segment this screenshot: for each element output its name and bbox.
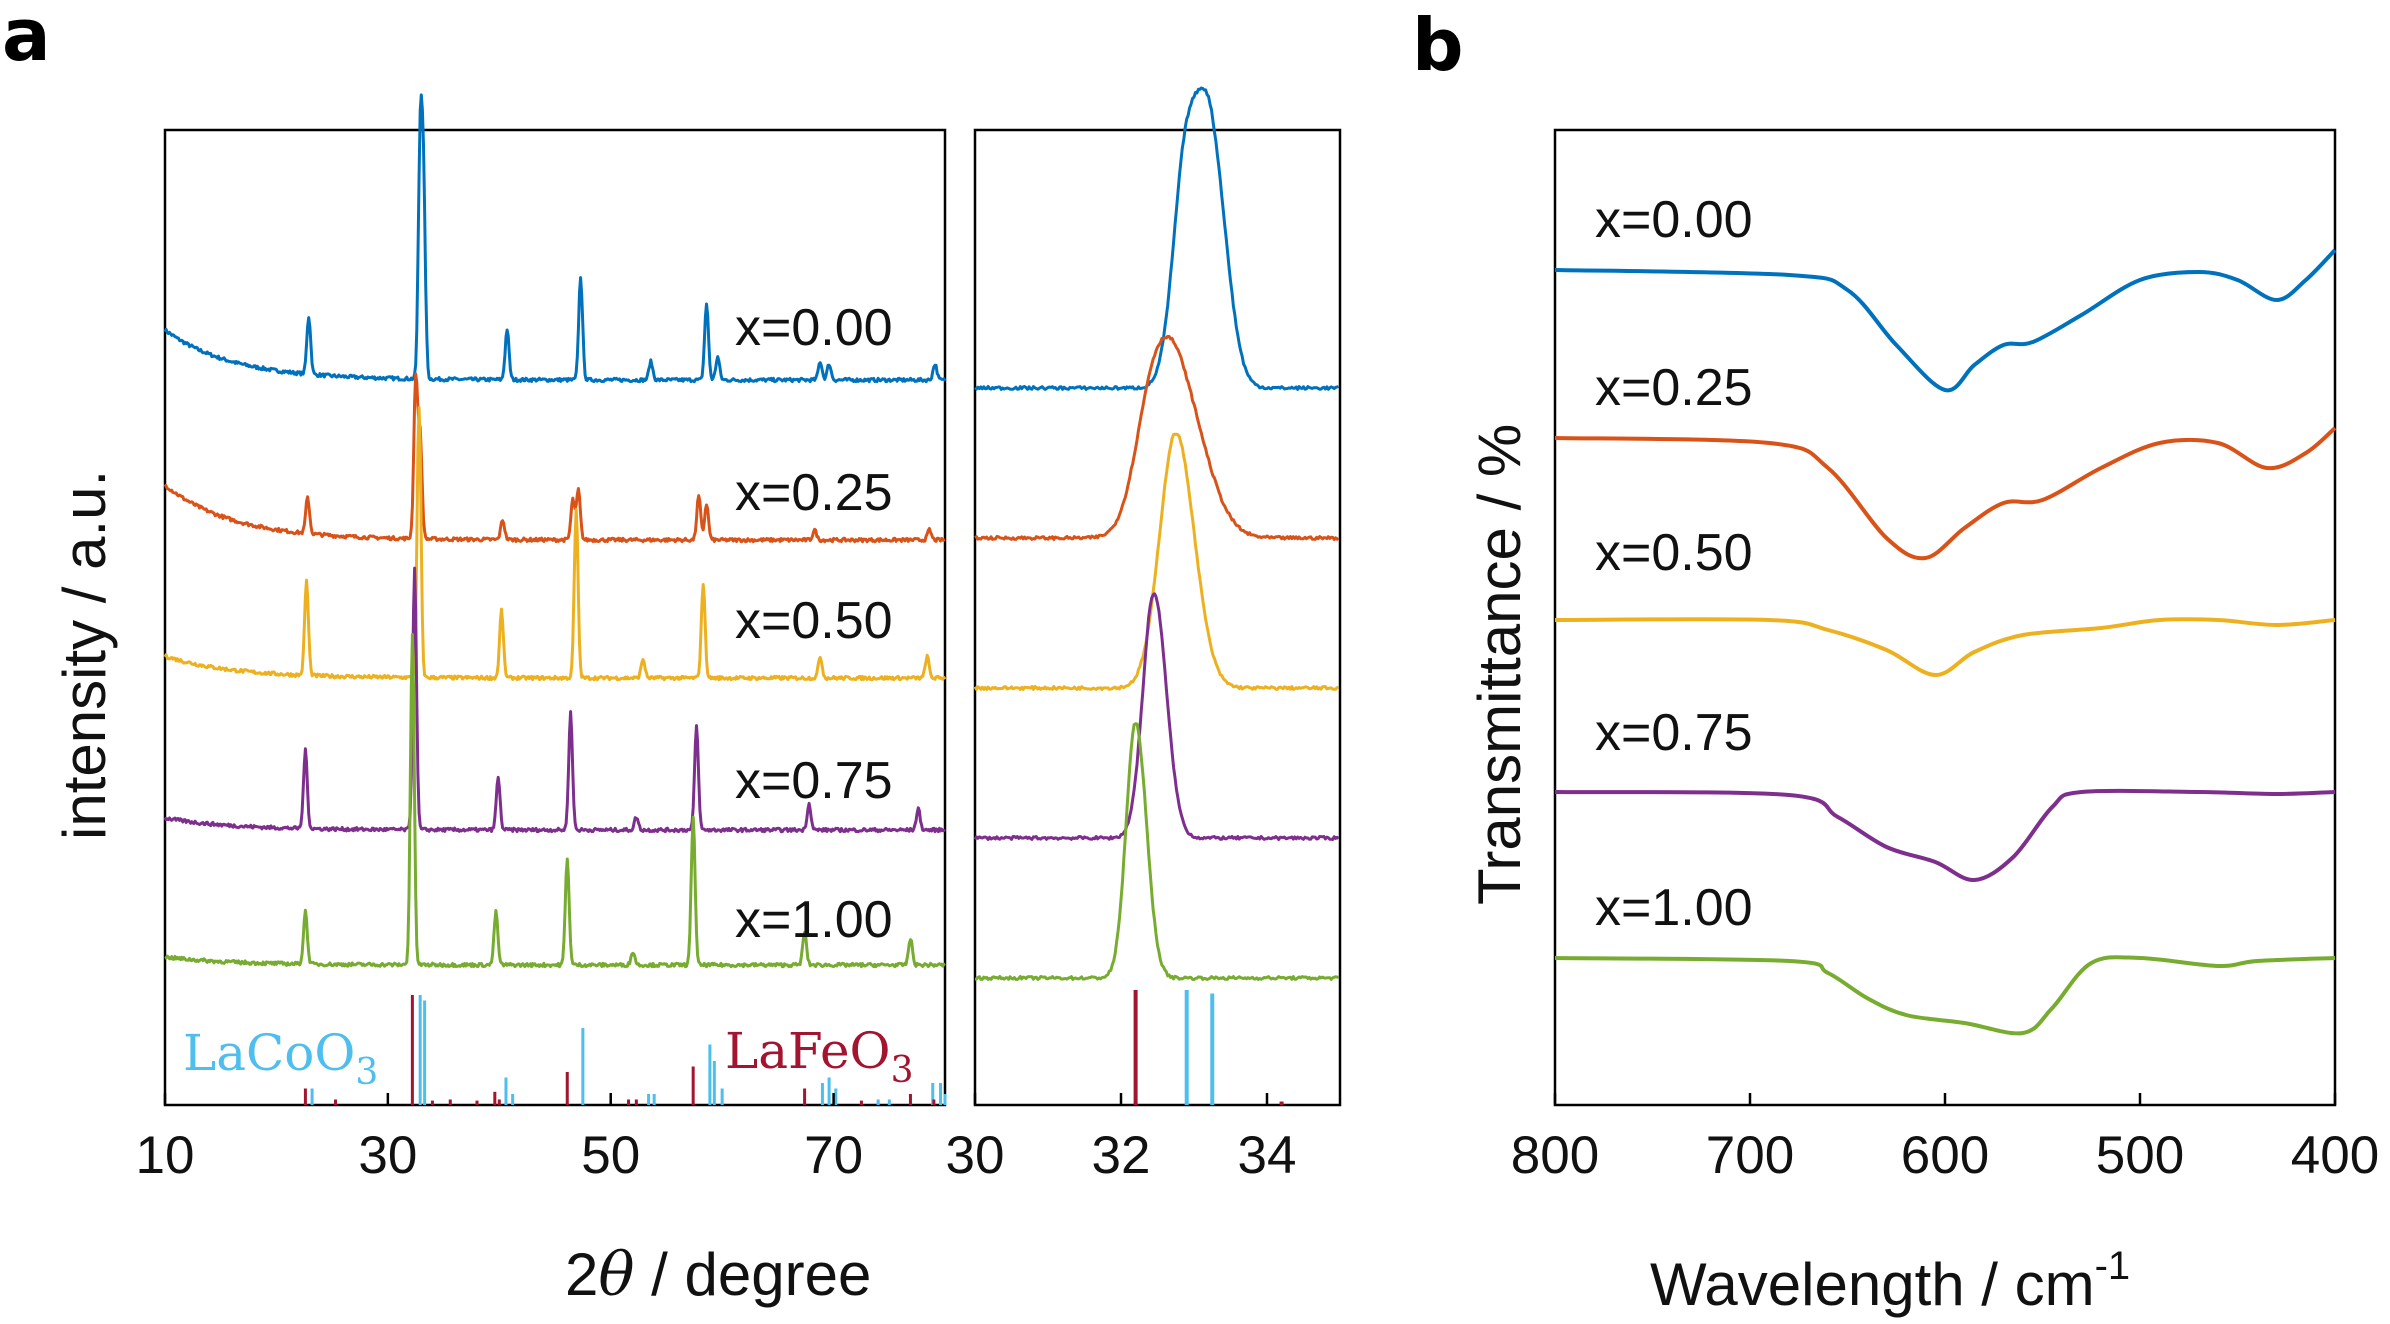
ftir-x-axis-label: Wavelength / cm-1 <box>1650 1244 2130 1318</box>
xrd-trace-x=0.75 <box>163 566 947 834</box>
xrd-main-series <box>163 93 947 969</box>
xrd-main-reference-lines <box>303 995 947 1105</box>
xrd-trace-x=0.50 <box>163 406 947 682</box>
ftir-label-x075: x=0.75 <box>1595 704 1753 762</box>
ftir-trace-x=0.25 <box>1554 426 2337 561</box>
ftir-y-axis-label: Transmittance / % <box>1466 424 1533 905</box>
xrd-main-plot: 10 30 50 70 x=0.00 x=0.25 x=0.50 x=0.75 x=1… <box>136 93 947 1185</box>
xrd-inset-trace-x=0.50 <box>973 432 1340 691</box>
ftir-xtick-label-700: 700 <box>1706 1126 1794 1185</box>
xrd-x-axis-label: 2θ / degree <box>565 1240 871 1310</box>
xrd-inset-series <box>973 86 1340 981</box>
xrd-inset-ticks: 30 32 34 <box>946 1093 1297 1185</box>
ftir-plot: 800 700 600 500 400 x=0.00 x=0.25 x=0.50 x=0… <box>1511 128 2379 1185</box>
ftir-label-x050: x=0.50 <box>1595 524 1753 582</box>
ftir-label-x000: x=0.00 <box>1595 191 1753 249</box>
xrd-xtick-label-30: 30 <box>358 1126 417 1185</box>
xrd-inset-plot: 30 32 34 <box>946 86 1342 1185</box>
xrd-label-x050: x=0.50 <box>735 592 893 650</box>
ftir-trace-x=0.00 <box>1554 248 2337 393</box>
xrd-label-x100: x=1.00 <box>735 891 893 949</box>
xrd-xtick-label-10: 10 <box>136 1126 195 1185</box>
xrd-trace-x=0.25 <box>163 372 946 544</box>
ftir-trace-x=0.50 <box>1554 617 2336 678</box>
panel-label-b: b <box>1412 3 1464 87</box>
ftir-label-x025: x=0.25 <box>1595 359 1753 417</box>
ftir-xtick-label-400: 400 <box>2291 1126 2379 1185</box>
xrd-inset-trace-x=0.25 <box>974 334 1340 541</box>
xrd-main-frame <box>163 128 947 1107</box>
ftir-label-x100: x=1.00 <box>1595 879 1753 937</box>
ref-label-lacoo3: LaCoO3 <box>183 1024 378 1093</box>
ftir-series <box>1554 248 2337 1036</box>
ftir-trace-x=0.75 <box>1554 788 2336 882</box>
xrd-inset-trace-x=0.75 <box>973 592 1340 841</box>
inset-xtick-label-34: 34 <box>1238 1126 1297 1185</box>
xrd-trace-x=1.00 <box>164 633 946 969</box>
ftir-xtick-label-800: 800 <box>1511 1126 1599 1185</box>
ftir-ticks: 800 700 600 500 400 <box>1511 1093 2379 1185</box>
ref-label-lafeo3: LaFeO3 <box>725 1022 913 1091</box>
xrd-label-x000: x=0.00 <box>735 299 893 357</box>
ftir-xtick-label-600: 600 <box>1901 1126 1989 1185</box>
xrd-inset-trace-x=0.00 <box>974 86 1340 391</box>
xrd-inset-reference-lines <box>1133 990 1284 1105</box>
xrd-label-x025: x=0.25 <box>735 464 893 522</box>
xrd-main-ticks: 10 30 50 70 <box>136 1093 863 1185</box>
inset-xtick-label-30: 30 <box>946 1126 1005 1185</box>
xrd-inset-trace-x=1.00 <box>975 722 1339 981</box>
xrd-xtick-label-70: 70 <box>804 1126 863 1185</box>
panel-label-a: a <box>2 0 51 77</box>
ftir-trace-x=1.00 <box>1554 955 2336 1036</box>
inset-xtick-label-32: 32 <box>1092 1126 1151 1185</box>
xrd-inset-frame <box>973 128 1342 1107</box>
xrd-label-x075: x=0.75 <box>735 752 893 810</box>
xrd-trace-x=0.00 <box>163 93 947 384</box>
xrd-y-axis-label: intensity / a.u. <box>51 470 118 840</box>
ftir-xtick-label-500: 500 <box>2096 1126 2184 1185</box>
xrd-xtick-label-50: 50 <box>581 1126 640 1185</box>
